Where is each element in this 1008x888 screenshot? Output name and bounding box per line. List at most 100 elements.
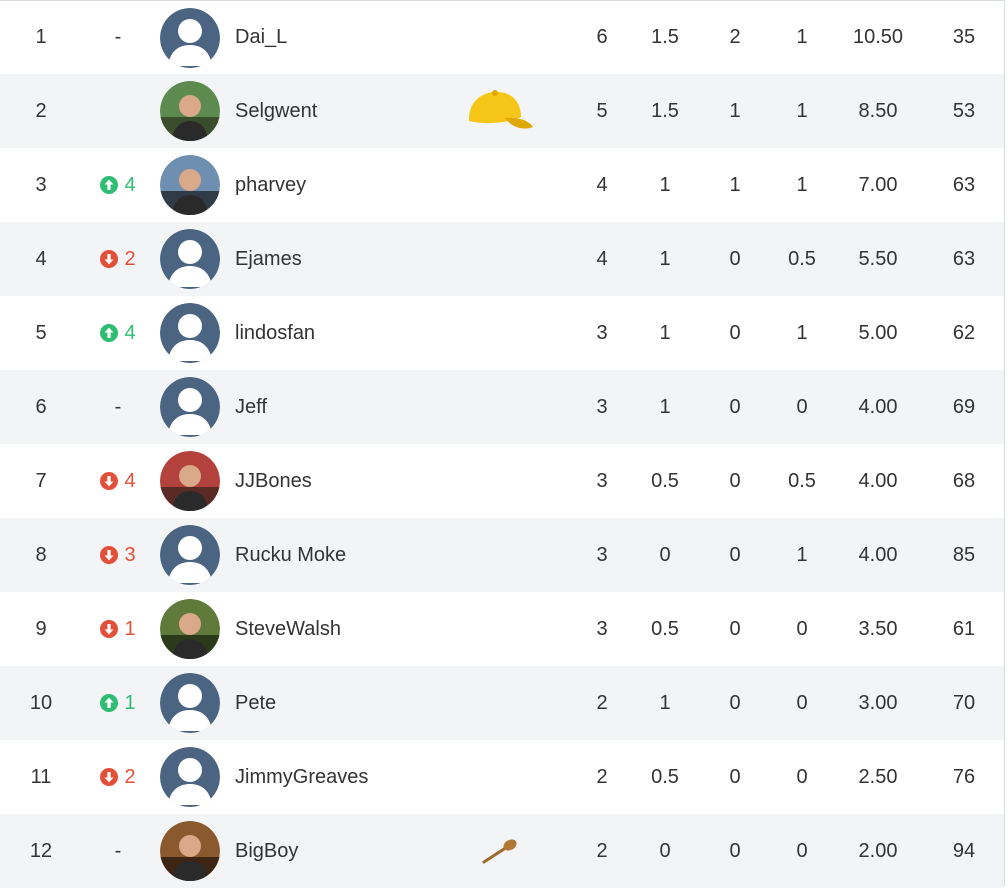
player-name[interactable]: Pete — [235, 691, 277, 714]
player-name[interactable]: pharvey — [235, 173, 307, 196]
won-cell: 0.5 — [651, 469, 679, 492]
played-cell: 3 — [596, 469, 608, 492]
player-name[interactable]: BigBoy — [235, 839, 299, 862]
user-photo-avatar[interactable] — [160, 599, 220, 659]
rank-change-value: - — [114, 839, 122, 862]
score-cell: 69 — [952, 395, 976, 418]
won-cell: 0 — [659, 839, 671, 862]
avatar-cell[interactable] — [160, 370, 220, 444]
table-row[interactable]: 2 Selgwent 5 1.5 1 1 8.50 53 — [0, 74, 1004, 148]
avatar-cell[interactable] — [160, 296, 220, 370]
table-row[interactable]: 6 - Jeff 3 1 0 0 4.00 69 — [0, 370, 1004, 444]
won-cell: 1 — [659, 247, 671, 270]
user-photo-avatar[interactable] — [160, 81, 220, 141]
player-name[interactable]: Rucku Moke — [235, 543, 347, 566]
score-cell: 70 — [952, 691, 976, 714]
movement-cell: 1 — [88, 592, 148, 666]
played-cell: 3 — [596, 395, 608, 418]
arrow-down-circle-icon — [100, 472, 119, 490]
movement-cell: 2 — [88, 222, 148, 296]
lost-cell: 0.5 — [788, 469, 816, 492]
lost-cell: 1 — [796, 99, 808, 122]
points-cell: 4.00 — [858, 395, 898, 418]
rank-change-value: 2 — [124, 247, 136, 270]
lost-cell: 0 — [796, 395, 808, 418]
won-cell: 1 — [659, 173, 671, 196]
lost-cell: 0 — [796, 691, 808, 714]
table-row[interactable]: 3 4 pharvey 4 1 1 1 7.00 63 — [0, 148, 1004, 222]
rank-change: 2 — [100, 247, 136, 271]
score-cell: 53 — [952, 99, 976, 122]
table-row[interactable]: 9 1 SteveWalsh 3 0.5 0 0 3.50 61 — [0, 592, 1004, 666]
score-cell: 63 — [952, 247, 976, 270]
default-avatar[interactable] — [160, 747, 220, 807]
movement-cell: - — [88, 1, 148, 74]
default-avatar[interactable] — [160, 673, 220, 733]
score-cell: 62 — [952, 321, 976, 344]
badge-cell — [455, 148, 545, 222]
table-row[interactable]: 4 2 Ejames 4 1 0 0.5 5.50 63 — [0, 222, 1004, 296]
avatar-cell[interactable] — [160, 814, 220, 888]
yellow-cap-icon — [468, 90, 533, 129]
table-row[interactable]: 12 - BigBoy 2 0 0 0 2.00 94 — [0, 814, 1004, 888]
avatar-cell[interactable] — [160, 444, 220, 518]
played-cell: 4 — [596, 173, 608, 196]
avatar-cell[interactable] — [160, 740, 220, 814]
drawn-cell: 0 — [729, 617, 741, 640]
default-avatar[interactable] — [160, 229, 220, 289]
table-row[interactable]: 1 - Dai_L 6 1.5 2 1 10.50 35 — [0, 1, 1004, 74]
drawn-cell: 0 — [729, 395, 741, 418]
drawn-cell: 0 — [729, 765, 741, 788]
rank-cell: 5 — [35, 321, 47, 344]
played-cell: 4 — [596, 247, 608, 270]
user-photo-avatar[interactable] — [160, 821, 220, 881]
badge-cell — [455, 518, 545, 592]
table-row[interactable]: 8 3 Rucku Moke 3 0 0 1 4.00 85 — [0, 518, 1004, 592]
table-row[interactable]: 5 4 lindosfan 3 1 0 1 5.00 62 — [0, 296, 1004, 370]
default-avatar[interactable] — [160, 525, 220, 585]
table-row[interactable]: 11 2 JimmyGreaves 2 0.5 0 0 2.50 76 — [0, 740, 1004, 814]
user-photo-avatar[interactable] — [160, 451, 220, 511]
player-name[interactable]: SteveWalsh — [235, 617, 341, 640]
drawn-cell: 0 — [729, 247, 741, 270]
rank-change: - — [115, 26, 122, 49]
rank-change: 3 — [100, 543, 136, 567]
avatar-cell[interactable] — [160, 592, 220, 666]
points-cell: 8.50 — [858, 99, 898, 122]
badge-cell — [455, 1, 545, 74]
player-name[interactable]: Jeff — [235, 395, 267, 418]
won-cell: 1 — [659, 395, 671, 418]
badge-cell — [455, 666, 545, 740]
badge-cell — [455, 740, 545, 814]
avatar-cell[interactable] — [160, 666, 220, 740]
score-cell: 85 — [952, 543, 976, 566]
rank-change-value: 3 — [124, 543, 136, 566]
default-avatar[interactable] — [160, 7, 220, 68]
default-avatar[interactable] — [160, 377, 220, 437]
won-cell: 1.5 — [651, 99, 679, 122]
rank-change: 4 — [100, 470, 136, 493]
avatar-cell[interactable] — [160, 74, 220, 148]
arrow-up-circle-icon — [100, 324, 119, 342]
player-name[interactable]: Ejames — [235, 247, 302, 270]
table-row[interactable]: 10 1 Pete 2 1 0 0 3.00 70 — [0, 666, 1004, 740]
table-row[interactable]: 7 4 JJBones 3 0.5 0 0.5 4.00 68 — [0, 444, 1004, 518]
player-name[interactable]: Selgwent — [235, 99, 318, 122]
player-name[interactable]: Dai_L — [235, 26, 288, 48]
movement-cell — [88, 74, 148, 148]
default-avatar[interactable] — [160, 303, 220, 363]
user-photo-avatar[interactable] — [160, 155, 220, 215]
avatar-cell[interactable] — [160, 1, 220, 74]
rank-change-value: 1 — [124, 617, 136, 640]
won-cell: 0.5 — [651, 617, 679, 640]
avatar-cell[interactable] — [160, 518, 220, 592]
played-cell: 2 — [596, 839, 608, 862]
lost-cell: 0 — [796, 617, 808, 640]
player-name[interactable]: JJBones — [235, 469, 312, 492]
avatar-cell[interactable] — [160, 222, 220, 296]
player-name[interactable]: lindosfan — [235, 321, 316, 344]
player-name[interactable]: JimmyGreaves — [235, 765, 369, 788]
avatar-cell[interactable] — [160, 148, 220, 222]
score-cell: 94 — [952, 839, 976, 862]
